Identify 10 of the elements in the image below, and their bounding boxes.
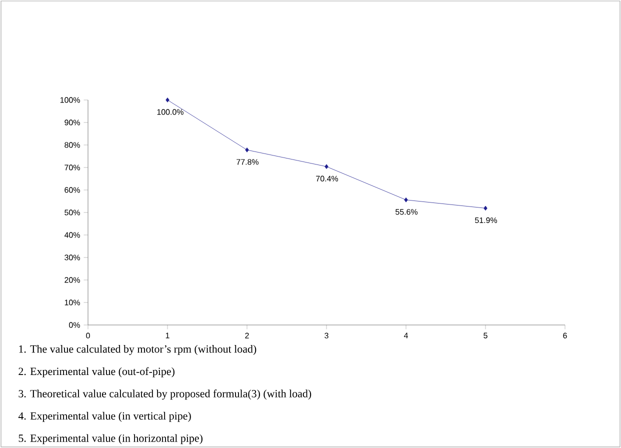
text: 4. Experimental value (in vertical pipe) bbox=[18, 412, 191, 422]
point bbox=[166, 98, 170, 102]
point bbox=[484, 206, 488, 211]
point bbox=[245, 148, 249, 152]
point bbox=[404, 197, 408, 202]
text: 3. Theoretical value calculated by proposed formula(3) (with load) bbox=[18, 390, 312, 400]
text: 1. The value calculated by motor’s rpm (without load) bbox=[19, 345, 256, 355]
text: 2. Experimental value (out-of-pipe) bbox=[18, 367, 174, 378]
point bbox=[324, 164, 328, 169]
text: 5. Experimental value (in horizontal pipe) bbox=[18, 434, 202, 444]
